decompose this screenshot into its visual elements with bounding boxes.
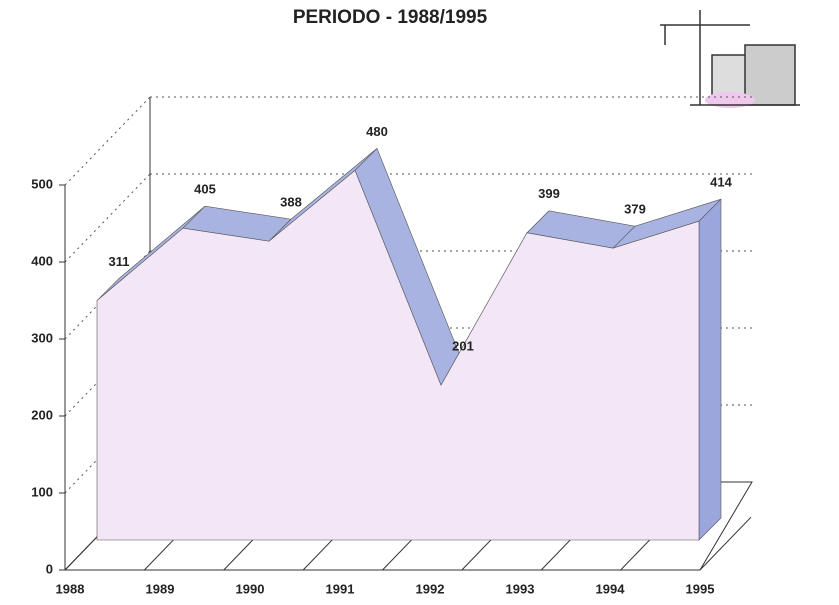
x-tick-label: 1992 (416, 581, 445, 596)
data-label: 388 (280, 195, 302, 210)
y-tick-label: 300 (31, 330, 53, 345)
y-tick-label: 0 (46, 561, 53, 576)
data-label: 379 (624, 202, 646, 217)
x-tick-label: 1989 (146, 581, 175, 596)
data-label: 311 (109, 254, 130, 269)
grid-line (65, 97, 150, 185)
x-tick-label: 1991 (326, 581, 355, 596)
y-tick-label: 200 (31, 407, 53, 422)
data-label: 201 (452, 339, 474, 354)
y-tick-label: 400 (31, 253, 53, 268)
chart: PERIODO - 1988/1995 0 100 200 300 400 500 311 1… (0, 0, 839, 605)
chart-title: PERIODO - 1988/1995 (293, 7, 488, 28)
grid-line (65, 174, 150, 262)
data-label: 405 (194, 182, 216, 197)
x-tick-label: 1995 (686, 581, 715, 596)
data-label: 480 (366, 124, 388, 139)
y-tick-label: 500 (31, 176, 53, 191)
area-side (699, 199, 721, 540)
x-tick-label: 1993 (506, 581, 535, 596)
y-tick-label: 100 (31, 484, 53, 499)
x-tick-label: 1990 (236, 581, 265, 596)
data-label: 399 (538, 186, 560, 201)
clipart (660, 10, 800, 108)
x-tick-label: 1988 (56, 581, 85, 596)
data-label: 414 (710, 175, 732, 190)
x-tick-label: 1994 (596, 581, 626, 596)
